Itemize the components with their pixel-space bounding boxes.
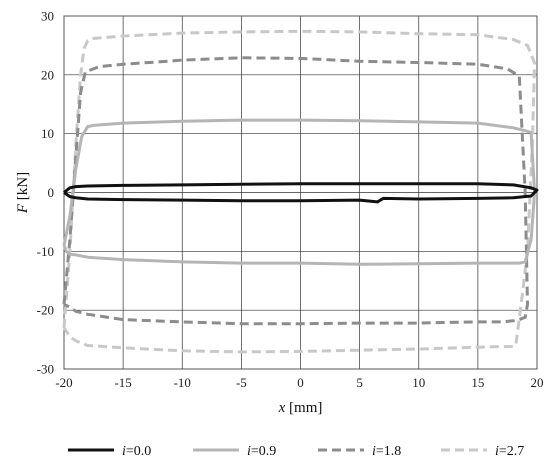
legend-item: i=0.0 xyxy=(68,444,151,459)
x-tick-label: 10 xyxy=(412,375,425,390)
x-tick-label: 15 xyxy=(471,375,484,390)
x-tick-label: -10 xyxy=(174,375,191,390)
x-tick-label: 5 xyxy=(356,375,363,390)
series-line-i-1-8 xyxy=(62,56,529,326)
y-tick-labels: -30 -20 -10 0 10 20 30 xyxy=(37,9,54,377)
legend-item: i=2.7 xyxy=(441,444,524,459)
x-tick-labels: -20 -15 -10 -5 0 5 10 15 20 xyxy=(55,375,543,390)
legend-item: i=1.8 xyxy=(318,444,401,459)
series-line-i-0-0 xyxy=(63,182,539,204)
y-axis-label: F [kN] xyxy=(15,172,31,214)
x-axis-label: x [mm] xyxy=(278,400,323,416)
x-tick-label: -20 xyxy=(55,375,72,390)
y-tick-label: -10 xyxy=(37,244,54,259)
y-tick-label: 30 xyxy=(41,9,54,24)
y-tick-label: 20 xyxy=(41,67,54,82)
series-line-i-2-7 xyxy=(62,29,537,354)
grid xyxy=(63,15,538,370)
x-tick-label: 20 xyxy=(531,375,544,390)
legend-label: i=2.7 xyxy=(495,444,524,459)
x-tick-label: -15 xyxy=(114,375,131,390)
series-group xyxy=(62,29,539,354)
legend-label: i=0.9 xyxy=(247,444,276,459)
y-tick-label: 0 xyxy=(48,185,55,200)
legend-label: i=1.8 xyxy=(372,444,401,459)
x-tick-label: 0 xyxy=(297,375,304,390)
legend-label: i=0.0 xyxy=(122,444,151,459)
x-tick-label: -5 xyxy=(236,375,247,390)
y-tick-label: 10 xyxy=(41,126,54,141)
y-tick-label: -20 xyxy=(37,303,54,318)
series-line-i-0-9 xyxy=(62,118,537,266)
legend-item: i=0.9 xyxy=(193,444,276,459)
y-tick-label: -30 xyxy=(37,362,54,377)
legend: i=0.0 i=0.9 i=1.8 i=2.7 xyxy=(68,444,524,459)
